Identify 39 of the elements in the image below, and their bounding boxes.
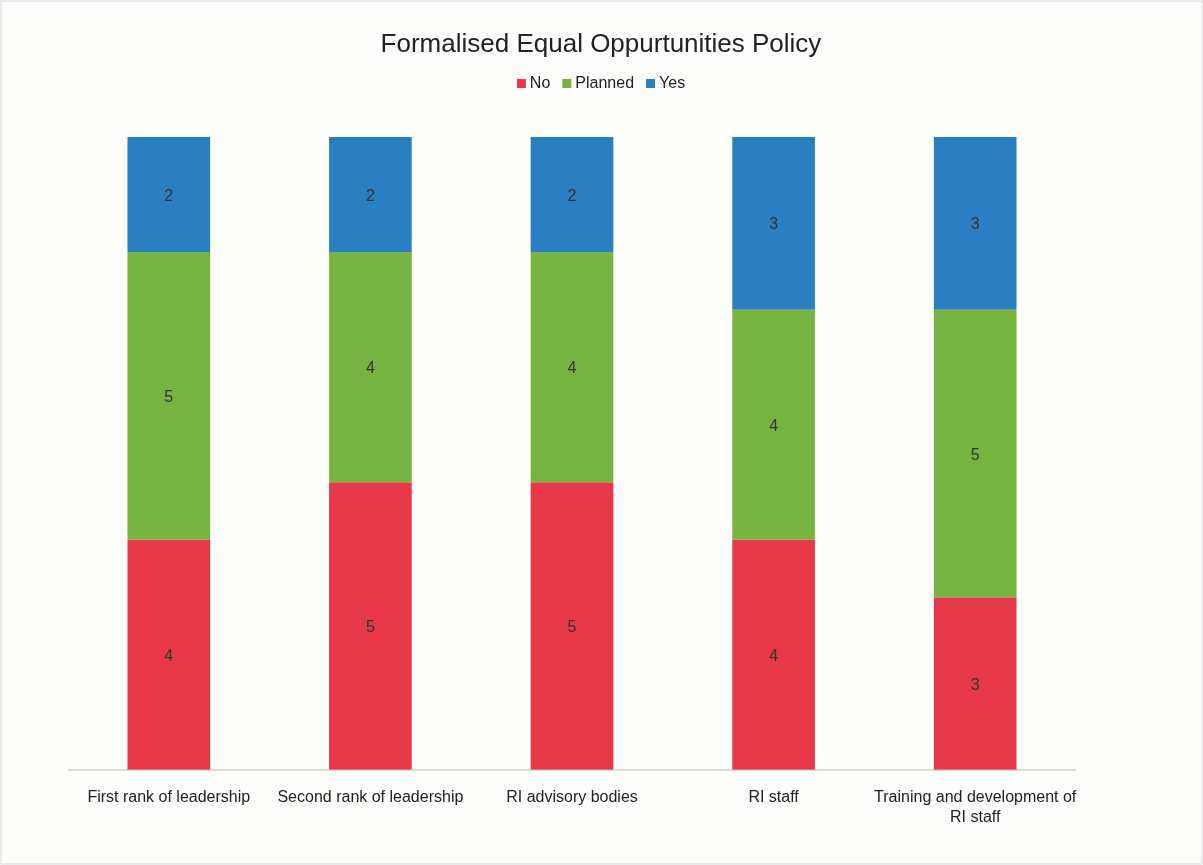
data-label: 5 [164, 387, 174, 405]
bar [127, 539, 211, 770]
data-label: 2 [164, 186, 174, 204]
data-label: 4 [769, 416, 779, 434]
data-label: 4 [769, 646, 779, 664]
data-label: 4 [365, 359, 375, 377]
bar [933, 597, 1017, 770]
data-label: 5 [970, 445, 980, 463]
bar [530, 252, 614, 483]
data-label: 5 [365, 618, 375, 636]
bar [329, 482, 412, 770]
x-tick-label: Training and development of RI staff [874, 788, 1077, 825]
legend-label: Yes [659, 74, 686, 91]
bar [329, 252, 412, 483]
chart-title: Formalised Equal Oppurtunities Policy [380, 28, 822, 58]
bar [127, 137, 211, 253]
data-label: 3 [970, 675, 980, 693]
legend-label: Planned [575, 74, 635, 91]
bar [127, 252, 211, 540]
data-label: 4 [567, 359, 577, 377]
x-tick-label: Second rank of leadership [277, 788, 464, 805]
legend-label: No [529, 74, 551, 91]
bar [329, 137, 412, 253]
data-label: 4 [164, 646, 174, 664]
data-label: 3 [970, 215, 980, 233]
bar [530, 482, 614, 770]
bar [732, 309, 815, 540]
x-tick-label: First rank of leadership [87, 788, 251, 805]
bar [933, 309, 1017, 598]
bar [530, 137, 614, 253]
bar [933, 137, 1017, 310]
data-label: 3 [769, 215, 779, 233]
data-label: 5 [567, 618, 577, 636]
bar [732, 539, 815, 770]
data-label: 2 [365, 186, 375, 204]
bar [732, 137, 815, 310]
x-tick-label: RI staff [748, 788, 800, 805]
x-tick-label: RI advisory bodies [506, 788, 638, 805]
data-label: 2 [567, 186, 577, 204]
